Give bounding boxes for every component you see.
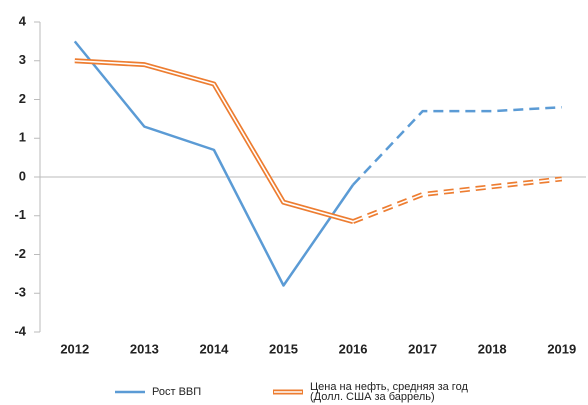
x-tick-label: 2016: [339, 341, 368, 356]
legend-label: Цена на нефть, средняя за год (Долл. США …: [310, 381, 468, 403]
y-tick-label: -4: [14, 323, 26, 338]
x-tick-label: 2013: [130, 341, 159, 356]
x-tick-label: 2012: [60, 341, 89, 356]
y-tick-label: 0: [19, 168, 26, 183]
x-tick-label: 2014: [199, 341, 229, 356]
x-tick-label: 2015: [269, 341, 298, 356]
x-tick-label: 2017: [408, 341, 437, 356]
x-tick-label: 2018: [478, 341, 507, 356]
y-tick-label: 2: [19, 91, 26, 106]
legend-label-line: Рост ВВП: [152, 386, 201, 398]
y-tick-label: 1: [19, 130, 26, 145]
series-line: [352, 106, 562, 186]
y-tick-label: -3: [14, 285, 26, 300]
y-tick-label: -2: [14, 246, 26, 261]
y-tick-label: -1: [14, 207, 26, 222]
legend-label: Рост ВВП: [152, 386, 201, 398]
x-tick-label: 2019: [547, 341, 576, 356]
series-line: [352, 176, 563, 224]
y-tick-label: 4: [19, 13, 27, 28]
series-line-inner: [74, 59, 354, 223]
legend-label-line: (Долл. США за баррель): [310, 391, 435, 403]
y-tick-label: 3: [19, 52, 26, 67]
legend-label-line: Цена на нефть, средняя за год: [310, 381, 468, 393]
series-line: [73, 40, 355, 287]
series-line-inner: [352, 178, 562, 223]
